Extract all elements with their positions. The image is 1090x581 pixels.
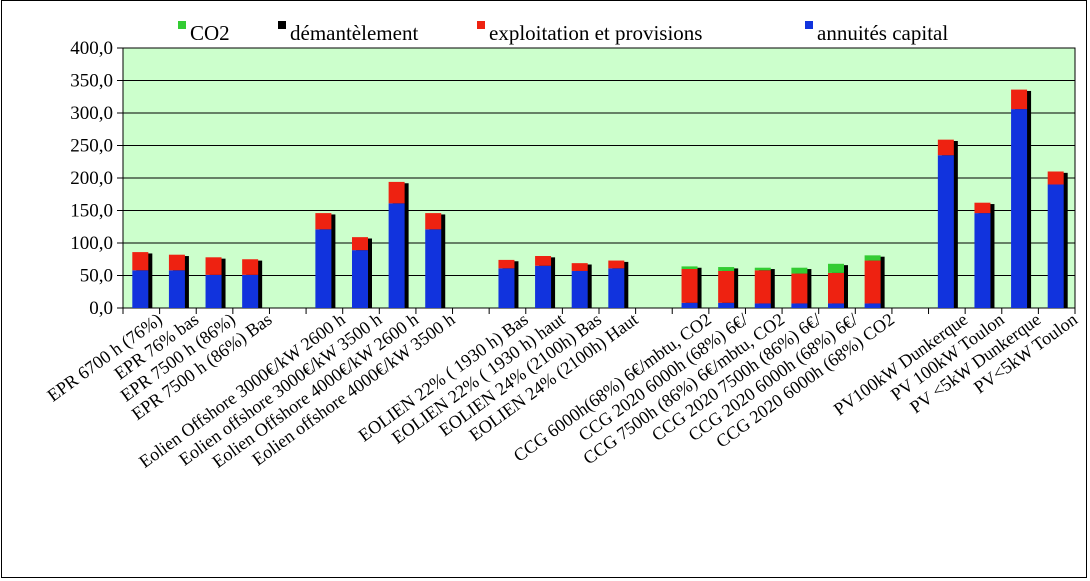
- bar-exploitation: [791, 273, 808, 304]
- y-tick-label: 50,0: [80, 266, 113, 287]
- legend-label: exploitation et provisions: [489, 21, 702, 45]
- bar-exploitation: [1047, 171, 1064, 185]
- bar-exploitation: [498, 259, 515, 269]
- bar-exploitation: [1011, 89, 1028, 110]
- bar-annuites-capital: [315, 229, 332, 308]
- bar-exploitation: [681, 269, 698, 303]
- bar-exploitation: [974, 202, 991, 214]
- y-tick-label: 350,0: [70, 71, 113, 92]
- legend-swatch: [178, 21, 186, 29]
- legend-swatch: [278, 21, 286, 29]
- bar-exploitation: [754, 270, 771, 304]
- bar-co2: [718, 267, 735, 271]
- y-tick-label: 400,0: [70, 38, 113, 59]
- bar-exploitation: [388, 181, 405, 204]
- bar-annuites-capital: [1011, 109, 1028, 308]
- bar-exploitation: [937, 139, 954, 156]
- bar-co2: [828, 263, 844, 273]
- y-tick-label: 100,0: [70, 233, 113, 254]
- bar-annuites-capital: [754, 303, 771, 308]
- legend-label: CO2: [190, 21, 230, 45]
- y-tick-label: 0,0: [89, 298, 113, 319]
- bar-exploitation: [168, 254, 185, 271]
- bar-exploitation: [571, 263, 588, 271]
- bar-exploitation: [718, 270, 735, 303]
- bar-annuites-capital: [828, 303, 844, 308]
- legend: CO2 démantèlement exploitation et provisio…: [178, 21, 948, 45]
- bar-annuites-capital: [352, 250, 368, 308]
- bar-annuites-capital: [535, 265, 552, 308]
- bar-exploitation: [242, 259, 259, 275]
- bar-exploitation: [864, 260, 881, 304]
- bars: [132, 89, 1068, 308]
- bar-co2: [754, 267, 771, 271]
- bar-exploitation: [352, 237, 368, 251]
- bar-exploitation: [315, 213, 332, 230]
- bar-annuites-capital: [791, 303, 808, 308]
- y-tick-label: 250,0: [70, 136, 113, 157]
- bar-annuites-capital: [498, 268, 515, 308]
- bar-exploitation: [608, 260, 625, 269]
- bar-exploitation: [205, 257, 222, 275]
- bar-annuites-capital: [388, 203, 405, 308]
- bar-annuites-capital: [718, 302, 735, 308]
- bar-annuites-capital: [1047, 184, 1064, 308]
- bar-co2: [681, 266, 698, 269]
- legend-swatch: [805, 21, 813, 29]
- legend-label: annuités capital: [817, 21, 948, 45]
- y-axis: 0,0 50,0 100,0 150,0 200,0 250,0 300,0 350,0 400…: [70, 38, 1076, 319]
- y-tick-label: 200,0: [70, 168, 113, 189]
- legend-label: démantèlement: [290, 21, 418, 45]
- bar-annuites-capital: [937, 155, 954, 308]
- bar-annuites-capital: [681, 302, 698, 308]
- bar-annuites-capital: [608, 268, 625, 308]
- bar-annuites-capital: [168, 270, 185, 308]
- bar-annuites-capital: [205, 274, 222, 308]
- y-tick-label: 300,0: [70, 103, 113, 124]
- bar-annuites-capital: [864, 303, 881, 308]
- bar-exploitation: [828, 272, 844, 304]
- y-tick-label: 150,0: [70, 201, 113, 222]
- bar-annuites-capital: [242, 274, 259, 308]
- bar-exploitation: [535, 256, 552, 266]
- legend-swatch: [477, 21, 485, 29]
- bar-annuites-capital: [425, 229, 442, 308]
- bar-annuites-capital: [571, 270, 588, 308]
- bar-co2: [791, 267, 808, 274]
- bar-exploitation: [425, 213, 442, 230]
- bar-exploitation: [132, 252, 149, 271]
- bar-co2: [864, 255, 881, 261]
- bar-annuites-capital: [132, 270, 149, 308]
- bar-annuites-capital: [974, 213, 991, 308]
